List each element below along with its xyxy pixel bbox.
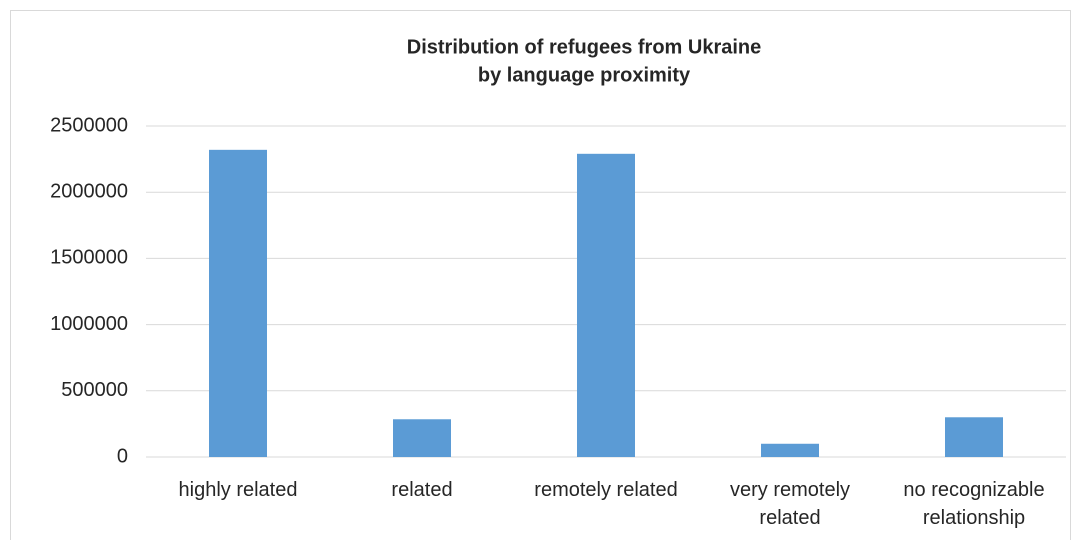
bar [577, 153, 635, 457]
chart-title: by language proximity [478, 64, 691, 86]
x-tick-label: highly related [178, 479, 298, 501]
y-tick-label: 2000000 [50, 180, 128, 202]
chart-border [10, 10, 1071, 540]
bar [209, 149, 267, 457]
x-tick-label: related [391, 479, 453, 501]
y-tick-label: 500000 [61, 379, 128, 401]
y-tick-label: 2500000 [50, 114, 128, 136]
y-tick-label: 1000000 [50, 313, 128, 335]
x-tick-label: remotely related [534, 479, 678, 501]
bar [761, 443, 819, 457]
x-tick-label: no recognizable relationship [903, 479, 1045, 529]
x-tick-label: very remotely related [729, 479, 851, 529]
y-tick-label: 0 [117, 445, 128, 467]
bar [393, 419, 451, 457]
y-tick-label: 1500000 [50, 247, 128, 269]
bar [945, 417, 1003, 457]
chart-title: Distribution of refugees from Ukraine [407, 36, 762, 58]
